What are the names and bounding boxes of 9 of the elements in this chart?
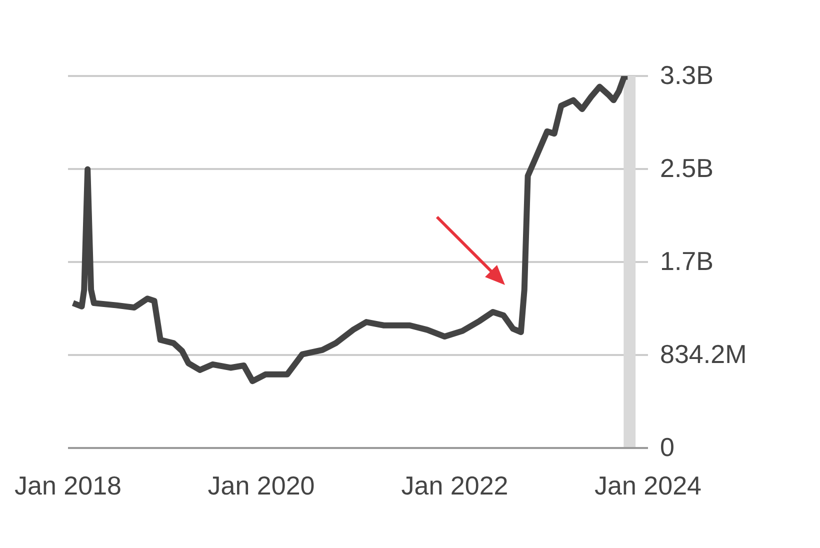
y-tick-label: 2.5B [660,153,714,183]
x-tick-label: Jan 2020 [208,470,315,500]
x-tick-label: Jan 2024 [594,470,702,500]
x-tick-label: Jan 2022 [401,470,508,500]
y-tick-label: 1.7B [660,246,714,276]
x-tick-label: Jan 2018 [14,470,122,500]
y-tick-label: 834.2M [660,339,747,369]
y-tick-label: 3.3B [660,60,714,90]
y-tick-label: 0 [660,432,674,462]
